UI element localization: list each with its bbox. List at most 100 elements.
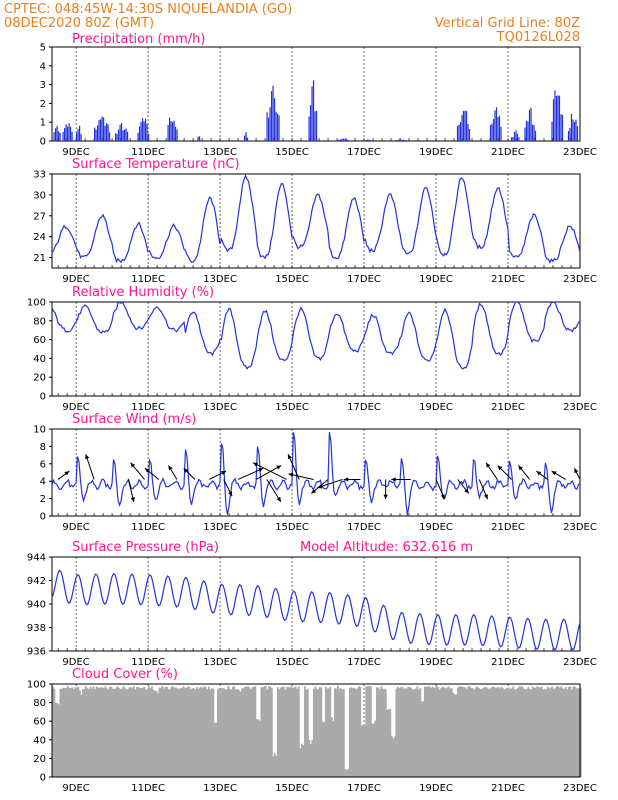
cloud-bar	[500, 686, 503, 777]
cloud-bar	[188, 686, 191, 777]
wind-vector-head	[130, 497, 135, 502]
x-tick-label: 11DEC	[131, 783, 165, 794]
cloud-bar	[60, 688, 63, 777]
precip-bar	[245, 132, 247, 141]
cloud-bar	[555, 686, 558, 777]
precip-bar	[518, 137, 520, 141]
precip-bar	[527, 121, 529, 141]
cloud-bar	[231, 687, 234, 777]
cloud-bar	[536, 686, 539, 777]
cloud-bar	[573, 686, 576, 777]
precip-bar	[99, 119, 102, 141]
temperature-series	[51, 174, 581, 264]
cloud-bar	[291, 687, 294, 777]
cloud-bar	[113, 689, 116, 777]
precip-bar	[125, 128, 127, 141]
cloud-bar	[446, 687, 449, 777]
wind-vector-head	[536, 471, 542, 476]
cloud-bar	[182, 686, 185, 777]
precip-bar	[491, 123, 493, 141]
cloud-bar	[213, 722, 216, 777]
cloud-bar	[497, 686, 500, 777]
cloud-bar	[107, 689, 110, 777]
cloud-bar	[59, 688, 62, 777]
cloud-bar	[456, 687, 459, 777]
cloud-bar	[186, 686, 189, 777]
cloud-bar	[294, 686, 297, 777]
precip-bar	[116, 133, 118, 141]
precip-bar	[117, 129, 120, 141]
x-tick-label: 15DEC	[275, 147, 309, 158]
cloud-bar	[98, 687, 101, 777]
cloud-bar	[518, 686, 521, 777]
x-tick-label: 17DEC	[347, 657, 381, 668]
x-tick-label: 17DEC	[347, 783, 381, 794]
cloud-bar	[369, 686, 372, 777]
cloud-bar	[428, 686, 431, 777]
cloud-bar	[57, 704, 60, 777]
y-tick-label: 30	[33, 190, 46, 201]
cloud-bar	[567, 686, 570, 777]
precip-bar	[342, 138, 345, 141]
precip-bar	[510, 137, 513, 141]
cloud-bar	[578, 688, 581, 777]
cloud-bar	[155, 690, 158, 777]
cloud-bar	[225, 689, 228, 777]
precip-bar	[555, 95, 558, 141]
precip-bar	[558, 95, 561, 141]
precip-bar	[404, 140, 406, 141]
precip-bar	[458, 124, 460, 141]
cloud-bar	[165, 686, 168, 777]
cloud-bar	[437, 687, 440, 777]
cloud-bar	[438, 689, 441, 777]
cloud-bar	[576, 688, 579, 777]
wind-vector-head	[287, 454, 292, 460]
cloud-bar	[329, 686, 332, 777]
wind-vector-head	[288, 472, 294, 477]
precip-bar	[308, 116, 310, 141]
precip-bar	[396, 140, 399, 141]
precip-bar	[531, 124, 534, 141]
cloud-bar	[321, 721, 324, 777]
cloud-bar	[240, 688, 243, 777]
cloud-bar	[570, 689, 573, 777]
cloud-bar	[455, 694, 458, 777]
cloud-bar	[375, 687, 378, 777]
cloud-bar	[392, 738, 395, 777]
x-tick-label: 9DEC	[62, 783, 89, 794]
precip-bar	[402, 139, 405, 141]
cloud-bar	[380, 686, 383, 777]
cloud-bar	[56, 703, 59, 777]
cloud-bar	[338, 688, 341, 777]
cloud-bar	[423, 686, 426, 777]
cloud-bar	[495, 687, 498, 777]
cloud-bar	[53, 688, 56, 777]
precip-bar	[68, 123, 70, 141]
cloud-bar	[339, 688, 342, 777]
precip-bar	[533, 125, 535, 141]
cloud-bar	[117, 687, 120, 777]
cloud-bar	[549, 687, 552, 777]
wind-vector-head	[64, 471, 70, 476]
cloud-bar	[453, 694, 456, 777]
y-tick-label: 80	[33, 698, 46, 709]
cloud-bar	[263, 686, 266, 777]
cloud-bar	[509, 688, 512, 777]
cloud-bar	[432, 687, 435, 777]
cloud-bar	[87, 689, 90, 777]
cloud-bar	[527, 687, 530, 777]
cloud-bar	[69, 688, 72, 777]
cloud-bar	[542, 689, 545, 777]
x-tick-label: 23DEC	[563, 147, 597, 158]
x-tick-label: 17DEC	[347, 147, 381, 158]
cloud-bar	[489, 688, 492, 777]
y-tick-label: 8	[40, 442, 46, 453]
precip-bar	[368, 139, 370, 141]
cloud-bar	[278, 689, 281, 777]
cloud-bar	[137, 687, 140, 777]
precip-bar	[572, 119, 574, 141]
precip-bar	[78, 125, 81, 141]
x-tick-label: 17DEC	[347, 274, 381, 285]
cloud-bar	[72, 689, 75, 777]
cloud-bar	[222, 688, 225, 777]
